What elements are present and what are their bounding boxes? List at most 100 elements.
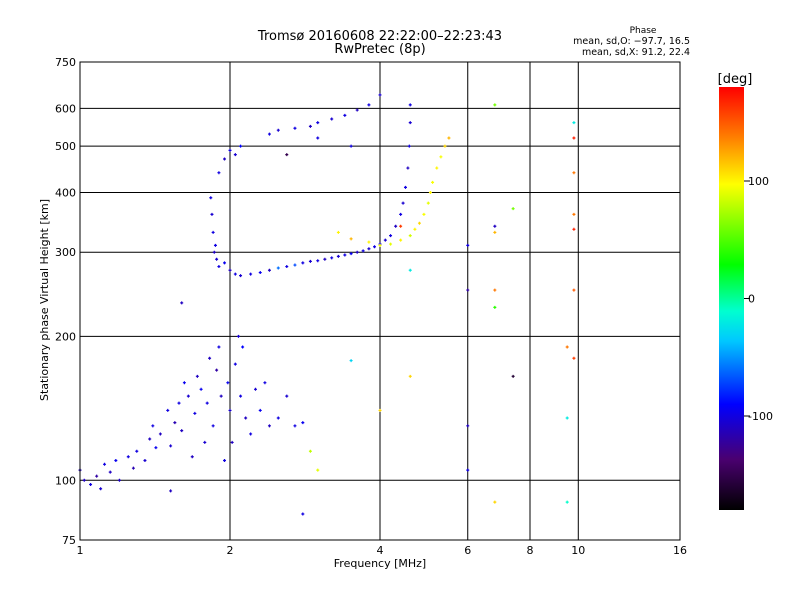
data-point (399, 224, 403, 228)
data-point (361, 249, 365, 253)
data-point (301, 512, 305, 516)
data-point (95, 474, 99, 478)
data-point (355, 250, 359, 254)
data-point (572, 212, 576, 216)
y-tick-label: 200 (55, 330, 76, 343)
x-tick-label: 4 (377, 544, 384, 557)
data-point (316, 468, 320, 472)
data-point (572, 356, 576, 360)
data-point (349, 359, 353, 363)
data-point (378, 408, 382, 412)
data-points (78, 93, 576, 516)
data-point (422, 212, 426, 216)
data-point (343, 113, 347, 117)
x-tick-label: 6 (464, 544, 471, 557)
data-point (493, 288, 497, 292)
data-point (228, 268, 232, 272)
data-point (215, 368, 219, 372)
x-tick-label: 2 (227, 544, 234, 557)
grid (80, 62, 680, 540)
data-point (378, 93, 382, 97)
data-point (267, 132, 271, 136)
data-point (572, 136, 576, 140)
data-point (373, 245, 377, 249)
data-point (572, 288, 576, 292)
data-point (241, 345, 245, 349)
data-point (511, 207, 515, 211)
data-point (208, 356, 212, 360)
data-point (223, 458, 227, 462)
data-point (151, 424, 155, 428)
data-point (408, 374, 412, 378)
data-point (253, 387, 257, 391)
x-tick-label: 1 (77, 544, 84, 557)
data-point (173, 421, 177, 425)
data-point (99, 487, 103, 491)
data-point (217, 265, 221, 269)
data-point (435, 166, 439, 170)
data-point (336, 230, 340, 234)
data-point (511, 374, 515, 378)
data-point (285, 265, 289, 269)
data-point (135, 449, 139, 453)
data-point (493, 103, 497, 107)
data-point (413, 227, 417, 231)
data-point (117, 478, 121, 482)
colorbar-tick-label: 100 (748, 175, 769, 188)
data-point (389, 242, 393, 246)
data-point (399, 212, 403, 216)
y-tick-label: 500 (55, 140, 76, 153)
data-point (316, 136, 320, 140)
data-point (180, 429, 184, 433)
data-point (203, 440, 207, 444)
data-point (466, 288, 470, 292)
data-point (195, 374, 199, 378)
x-tick-label: 8 (527, 544, 534, 557)
data-point (276, 128, 280, 132)
y-tick-label: 300 (55, 246, 76, 259)
data-point (223, 261, 227, 265)
data-point (258, 408, 262, 412)
data-point (285, 394, 289, 398)
data-point (233, 362, 237, 366)
data-point (103, 462, 107, 466)
data-point (308, 449, 312, 453)
data-point (276, 266, 280, 270)
data-point (166, 408, 170, 412)
data-point (355, 108, 359, 112)
data-point (439, 155, 443, 159)
data-point (263, 381, 267, 385)
data-point (258, 271, 262, 275)
data-point (233, 272, 237, 276)
data-point (239, 274, 243, 278)
data-point (493, 230, 497, 234)
data-point (217, 345, 221, 349)
data-point (293, 263, 297, 267)
data-point (408, 268, 412, 272)
data-point (572, 227, 576, 231)
data-point (205, 401, 209, 405)
data-point (323, 257, 327, 261)
data-point (276, 416, 280, 420)
data-point (169, 489, 173, 493)
data-point (223, 157, 227, 161)
data-point (219, 394, 223, 398)
data-point (126, 455, 130, 459)
data-point (349, 144, 353, 148)
y-tick-label: 400 (55, 186, 76, 199)
data-point (367, 240, 371, 244)
data-point (217, 171, 221, 175)
plot-frame (79, 61, 681, 541)
data-point (267, 268, 271, 272)
x-tick-label: 16 (673, 544, 687, 557)
data-point (493, 500, 497, 504)
data-point (236, 334, 240, 338)
y-tick-label: 750 (55, 56, 76, 69)
data-point (426, 201, 430, 205)
data-point (408, 103, 412, 107)
data-point (572, 171, 576, 175)
data-point (565, 416, 569, 420)
data-point (210, 212, 214, 216)
data-point (389, 234, 393, 238)
data-point (443, 144, 447, 148)
